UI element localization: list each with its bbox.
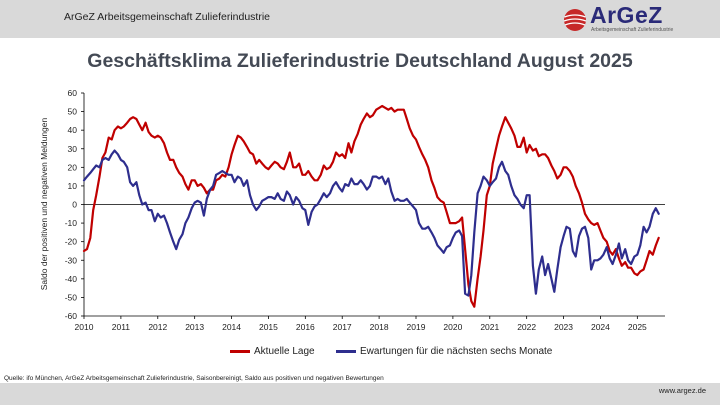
y-tick-label: -20	[65, 237, 78, 247]
legend-label-aktuelle-lage: Aktuelle Lage	[254, 346, 315, 357]
x-tick-label: 2014	[222, 322, 241, 332]
y-tick-label: -40	[65, 274, 78, 284]
argez-logo: ArGeZ Arbeitsgemeinschaft Zulieferindust…	[562, 2, 702, 36]
logo-wordmark: ArGeZ	[590, 2, 663, 28]
y-tick-label: -10	[65, 218, 78, 228]
series-line-erwartungen	[82, 149, 660, 297]
chart-title: Geschäftsklima Zulieferindustrie Deutsch…	[87, 50, 633, 72]
website-url: www.argez.de	[658, 386, 706, 395]
x-tick-label: 2013	[185, 322, 204, 332]
x-tick-label: 2024	[591, 322, 610, 332]
legend-swatch-aktuelle-lage	[230, 350, 250, 353]
x-tick-label: 2016	[296, 322, 315, 332]
legend-item-erwartungen: Ewartungen für die nächsten sechs Monate	[336, 346, 552, 357]
header-text: ArGeZ Arbeitsgemeinschaft Zulieferindust…	[64, 11, 271, 23]
series-line-aktuelle-lage	[82, 104, 660, 308]
x-tick-label: 2019	[407, 322, 426, 332]
x-tick-label: 2020	[443, 322, 462, 332]
x-tick-label: 2012	[148, 322, 167, 332]
chart-legend: Aktuelle Lage Ewartungen für die nächste…	[0, 346, 720, 360]
y-tick-label: 40	[68, 125, 78, 135]
y-tick-label: 10	[68, 181, 78, 191]
bottom-bar	[0, 383, 720, 405]
y-tick-label: -60	[65, 311, 78, 321]
logo-subtitle: Arbeitsgemeinschaft Zulieferindustrie	[591, 27, 674, 33]
y-tick-label: 60	[68, 88, 78, 98]
x-tick-label: 2021	[480, 322, 499, 332]
x-tick-label: 2025	[628, 322, 647, 332]
legend-label-erwartungen: Ewartungen für die nächsten sechs Monate	[360, 346, 553, 357]
x-tick-label: 2018	[370, 322, 389, 332]
legend-item-aktuelle-lage: Aktuelle Lage	[230, 346, 315, 357]
y-tick-label: -30	[65, 255, 78, 265]
top-bar	[0, 0, 720, 38]
legend-swatch-erwartungen	[336, 350, 356, 353]
y-tick-label: 50	[68, 107, 78, 117]
y-tick-label: -50	[65, 292, 78, 302]
x-tick-label: 2023	[554, 322, 573, 332]
source-note: Quelle: ifo München, ArGeZ Arbeitsgemein…	[4, 375, 384, 382]
x-tick-label: 2015	[259, 322, 278, 332]
y-tick-label: 30	[68, 144, 78, 154]
x-tick-label: 2010	[75, 322, 94, 332]
logo-globe-icon	[563, 9, 587, 31]
x-tick-label: 2011	[112, 322, 131, 332]
x-tick-label: 2017	[333, 322, 352, 332]
y-tick-label: 0	[72, 200, 77, 210]
x-tick-label: 2022	[517, 322, 536, 332]
y-tick-label: 20	[68, 162, 78, 172]
